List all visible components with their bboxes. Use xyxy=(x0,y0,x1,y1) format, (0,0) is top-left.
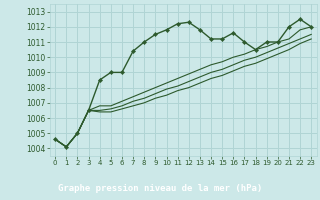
Text: Graphe pression niveau de la mer (hPa): Graphe pression niveau de la mer (hPa) xyxy=(58,184,262,193)
